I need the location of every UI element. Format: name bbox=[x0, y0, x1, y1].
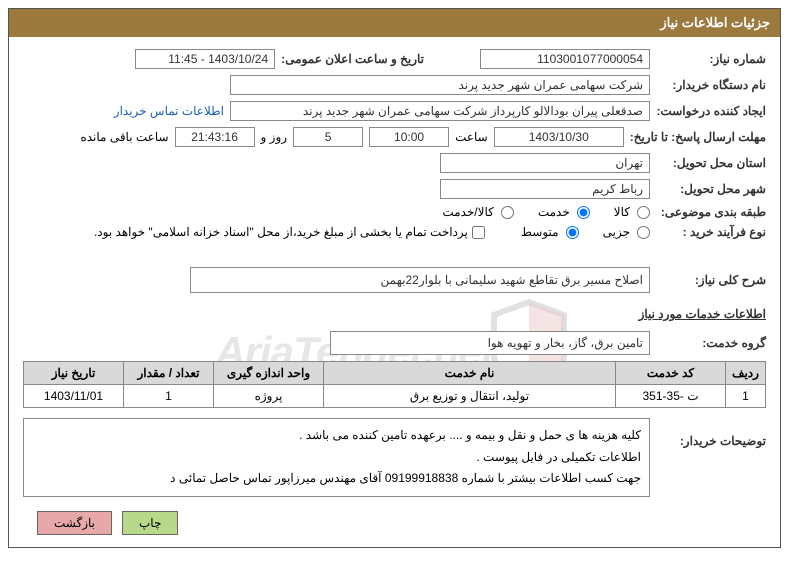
buyer-notes-label: توضیحات خریدار: bbox=[656, 414, 766, 448]
service-group-label: گروه خدمت: bbox=[656, 336, 766, 350]
treasury-checkbox[interactable] bbox=[472, 226, 485, 239]
row-city: شهر محل تحویل: رباط کریم bbox=[23, 179, 766, 199]
buyer-notes-box: کلیه هزینه ها ی حمل و نقل و بیمه و .... … bbox=[23, 418, 650, 497]
category-radio-3[interactable] bbox=[501, 206, 514, 219]
td-unit: پروژه bbox=[214, 385, 324, 408]
buyer-org-label: نام دستگاه خریدار: bbox=[656, 78, 766, 92]
process-opt2[interactable]: متوسط bbox=[521, 225, 579, 239]
panel-body: AriaTender.net شماره نیاز: 1103001077000… bbox=[9, 37, 780, 547]
deadline-date: 1403/10/30 bbox=[494, 127, 624, 147]
need-number-value: 1103001077000054 bbox=[480, 49, 650, 69]
td-qty: 1 bbox=[124, 385, 214, 408]
table-header-row: ردیف کد خدمت نام خدمت واحد اندازه گیری ت… bbox=[24, 362, 766, 385]
need-desc-label: شرح کلی نیاز: bbox=[656, 273, 766, 287]
td-row: 1 bbox=[726, 385, 766, 408]
row-service-group: گروه خدمت: تامین برق، گاز، بخار و تهویه … bbox=[23, 331, 766, 355]
note-line-2: اطلاعات تکمیلی در فایل پیوست . bbox=[32, 447, 641, 469]
need-desc-value: اصلاح مسیر برق تقاطع شهید سلیمانی با بلو… bbox=[190, 267, 650, 293]
row-buyer-org: نام دستگاه خریدار: شرکت سهامی عمران شهر … bbox=[23, 75, 766, 95]
td-date: 1403/11/01 bbox=[24, 385, 124, 408]
buyer-org-value: شرکت سهامی عمران شهر جدید پرند bbox=[230, 75, 650, 95]
deadline-remaining: 21:43:16 bbox=[175, 127, 255, 147]
category-radio-1[interactable] bbox=[637, 206, 650, 219]
th-row: ردیف bbox=[726, 362, 766, 385]
note-line-3: جهت کسب اطلاعات بیشتر با شماره 091999188… bbox=[32, 468, 641, 490]
city-value: رباط کریم bbox=[440, 179, 650, 199]
back-button[interactable]: بازگشت bbox=[37, 511, 112, 535]
city-label: شهر محل تحویل: bbox=[656, 182, 766, 196]
category-opt2[interactable]: خدمت bbox=[538, 205, 590, 219]
print-button[interactable]: چاپ bbox=[122, 511, 178, 535]
td-name: توليد، انتقال و توزيع برق bbox=[324, 385, 616, 408]
deadline-time: 10:00 bbox=[369, 127, 449, 147]
province-label: استان محل تحویل: bbox=[656, 156, 766, 170]
row-request-creator: ایجاد کننده درخواست: صدقعلی پیران بودالا… bbox=[23, 101, 766, 121]
table-row: 1 ت -35-351 توليد، انتقال و توزيع برق پر… bbox=[24, 385, 766, 408]
category-opt3[interactable]: کالا/خدمت bbox=[442, 205, 513, 219]
row-need-desc: شرح کلی نیاز: اصلاح مسیر برق تقاطع شهید … bbox=[23, 267, 766, 293]
panel-title: جزئیات اطلاعات نیاز bbox=[9, 9, 780, 37]
deadline-remaining-suffix: ساعت باقی مانده bbox=[80, 130, 168, 144]
deadline-days-suffix: روز و bbox=[261, 130, 288, 144]
process-opt1[interactable]: جزیی bbox=[603, 225, 650, 239]
td-code: ت -35-351 bbox=[616, 385, 726, 408]
process-radio-1[interactable] bbox=[637, 226, 650, 239]
details-panel: جزئیات اطلاعات نیاز AriaTender.net شماره… bbox=[8, 8, 781, 548]
deadline-days: 5 bbox=[293, 127, 363, 147]
process-radio-2[interactable] bbox=[566, 226, 579, 239]
announce-value: 1403/10/24 - 11:45 bbox=[135, 49, 275, 69]
row-need-number: شماره نیاز: 1103001077000054 تاریخ و ساع… bbox=[23, 49, 766, 69]
th-date: تاریخ نیاز bbox=[24, 362, 124, 385]
row-deadline: مهلت ارسال پاسخ: تا تاریخ: 1403/10/30 سا… bbox=[23, 127, 766, 147]
note-line-1: کلیه هزینه ها ی حمل و نقل و بیمه و .... … bbox=[32, 425, 641, 447]
category-radio-2[interactable] bbox=[577, 206, 590, 219]
deadline-time-label: ساعت bbox=[455, 130, 488, 144]
need-number-label: شماره نیاز: bbox=[656, 52, 766, 66]
buyer-contact-link[interactable]: اطلاعات تماس خریدار bbox=[114, 104, 224, 118]
button-row: چاپ بازگشت bbox=[23, 511, 766, 535]
request-creator-label: ایجاد کننده درخواست: bbox=[656, 104, 766, 118]
request-creator-value: صدقعلی پیران بودالالو کارپرداز شرکت سهام… bbox=[230, 101, 650, 121]
row-province: استان محل تحویل: تهران bbox=[23, 153, 766, 173]
deadline-label: مهلت ارسال پاسخ: تا تاریخ: bbox=[630, 129, 766, 146]
treasury-note[interactable]: پرداخت تمام یا بخشی از مبلغ خرید،از محل … bbox=[94, 225, 485, 239]
th-name: نام خدمت bbox=[324, 362, 616, 385]
process-type-label: نوع فرآیند خرید : bbox=[656, 225, 766, 239]
row-process-type: نوع فرآیند خرید : جزیی متوسط پرداخت تمام… bbox=[23, 225, 766, 239]
row-category: طبقه بندی موضوعی: کالا خدمت کالا/خدمت bbox=[23, 205, 766, 219]
th-qty: تعداد / مقدار bbox=[124, 362, 214, 385]
category-label: طبقه بندی موضوعی: bbox=[656, 205, 766, 219]
row-buyer-notes: توضیحات خریدار: کلیه هزینه ها ی حمل و نق… bbox=[23, 414, 766, 497]
province-value: تهران bbox=[440, 153, 650, 173]
th-code: کد خدمت bbox=[616, 362, 726, 385]
announce-label: تاریخ و ساعت اعلان عمومی: bbox=[281, 52, 424, 66]
services-table: ردیف کد خدمت نام خدمت واحد اندازه گیری ت… bbox=[23, 361, 766, 408]
service-group-value: تامین برق، گاز، بخار و تهویه هوا bbox=[330, 331, 650, 355]
services-header: اطلاعات خدمات مورد نیاز bbox=[23, 307, 766, 321]
th-unit: واحد اندازه گیری bbox=[214, 362, 324, 385]
category-opt1[interactable]: کالا bbox=[614, 205, 650, 219]
